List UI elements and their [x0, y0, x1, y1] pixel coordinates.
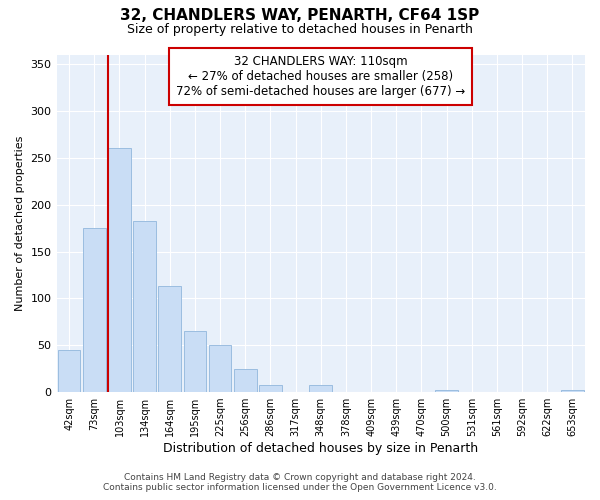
Bar: [158, 286, 181, 392]
Bar: [561, 390, 584, 392]
Bar: [58, 350, 80, 392]
Bar: [108, 148, 131, 392]
Bar: [310, 384, 332, 392]
Text: Contains HM Land Registry data © Crown copyright and database right 2024.
Contai: Contains HM Land Registry data © Crown c…: [103, 473, 497, 492]
Text: 32, CHANDLERS WAY, PENARTH, CF64 1SP: 32, CHANDLERS WAY, PENARTH, CF64 1SP: [121, 8, 479, 22]
Y-axis label: Number of detached properties: Number of detached properties: [15, 136, 25, 311]
Bar: [133, 220, 156, 392]
Text: 32 CHANDLERS WAY: 110sqm
← 27% of detached houses are smaller (258)
72% of semi-: 32 CHANDLERS WAY: 110sqm ← 27% of detach…: [176, 55, 466, 98]
Bar: [234, 368, 257, 392]
Bar: [184, 331, 206, 392]
Bar: [83, 228, 106, 392]
X-axis label: Distribution of detached houses by size in Penarth: Distribution of detached houses by size …: [163, 442, 478, 455]
Bar: [435, 390, 458, 392]
Text: Size of property relative to detached houses in Penarth: Size of property relative to detached ho…: [127, 22, 473, 36]
Bar: [259, 384, 282, 392]
Bar: [209, 346, 232, 392]
